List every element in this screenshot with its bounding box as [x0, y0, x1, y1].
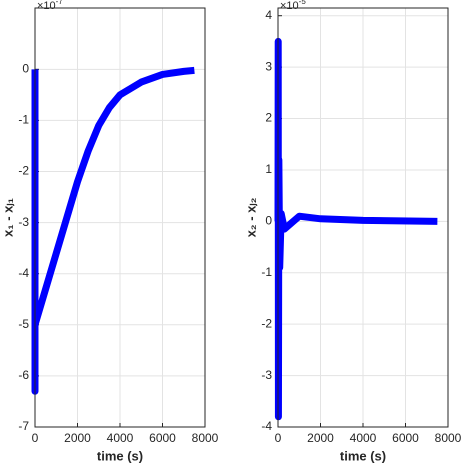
multiplier-exponent: -5 [299, 0, 307, 6]
y-multiplier: ×10-7 [37, 0, 63, 12]
y-axis-label: x₂ - xⱼ₂ [243, 197, 258, 237]
y-tick-label: -2 [261, 316, 272, 330]
x-tick-label: 4000 [350, 431, 377, 445]
x-tick-label: 0 [275, 431, 282, 445]
x-tick-label: 6000 [392, 431, 419, 445]
y-tick-label: -1 [261, 265, 272, 279]
data-line [31, 66, 195, 395]
y-tick-label: 1 [265, 162, 272, 176]
x-axis-label: time (s) [97, 448, 143, 463]
x-tick-label: 6000 [149, 431, 176, 445]
y-tick-label: -4 [261, 419, 272, 433]
y-tick-label: 0 [22, 61, 29, 75]
axes-box [34, 7, 206, 428]
x-tick-label: 4000 [107, 431, 134, 445]
y-axis-label: x₁ - xⱼ₁ [0, 198, 15, 237]
multiplier-base: ×10 [280, 0, 299, 12]
y-tick-label: -7 [18, 419, 29, 433]
x-axis-label: time (s) [340, 448, 386, 463]
y-multiplier: ×10-5 [280, 0, 306, 12]
data-line [274, 37, 438, 421]
y-tick-label: -1 [18, 113, 29, 127]
multiplier-base: ×10 [37, 0, 56, 12]
y-tick-label: -6 [18, 368, 29, 382]
y-tick-label: -4 [18, 266, 29, 280]
y-tick-label: 4 [265, 8, 272, 22]
x-tick-label: 8000 [435, 431, 462, 445]
x-tick-label: 8000 [192, 431, 219, 445]
y-tick-label: 3 [265, 59, 272, 73]
x-tick-label: 0 [32, 431, 39, 445]
y-tick-label: 0 [265, 214, 272, 228]
y-tick-label: -3 [18, 215, 29, 229]
axes-box [277, 7, 449, 428]
multiplier-exponent: -7 [56, 0, 64, 6]
y-tick-label: -3 [261, 368, 272, 382]
y-tick-label: 2 [265, 111, 272, 125]
x-tick-label: 2000 [307, 431, 334, 445]
y-tick-label: -2 [18, 164, 29, 178]
x-tick-label: 2000 [64, 431, 91, 445]
y-tick-label: -5 [18, 317, 29, 331]
